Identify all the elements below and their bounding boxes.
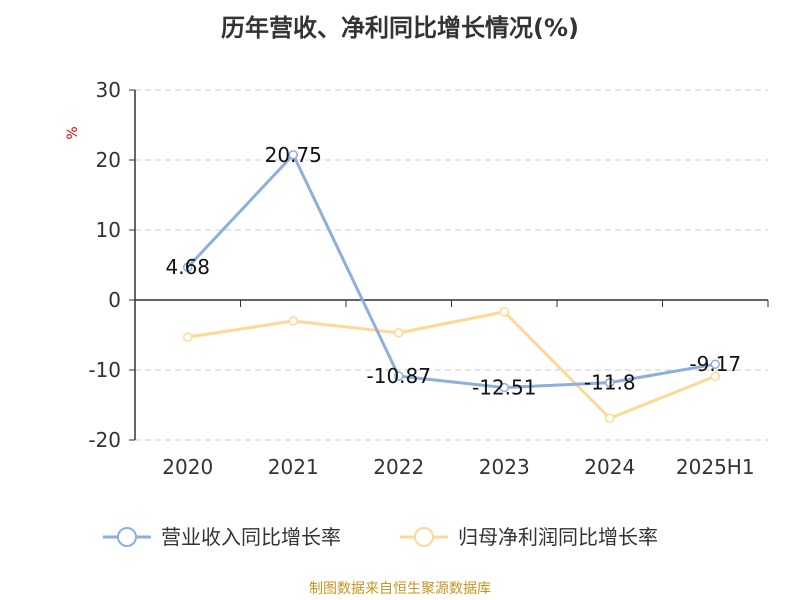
data-point bbox=[183, 332, 193, 342]
data-point bbox=[710, 359, 720, 369]
x-tick-label: 2022 bbox=[373, 455, 424, 479]
x-tick-label: 2024 bbox=[584, 455, 635, 479]
data-label: -10.87 bbox=[367, 364, 431, 388]
x-tick-label: 2021 bbox=[268, 455, 319, 479]
y-axis-label: % bbox=[65, 126, 81, 139]
y-tick-label: 20 bbox=[96, 148, 121, 172]
source-note: 制图数据来自恒生聚源数据库 bbox=[309, 581, 491, 597]
data-point bbox=[499, 307, 509, 317]
data-label: 4.68 bbox=[165, 255, 210, 279]
data-point bbox=[394, 328, 404, 338]
series-line bbox=[186, 152, 716, 390]
data-point bbox=[288, 150, 298, 160]
x-tick-label: 2020 bbox=[162, 455, 213, 479]
data-point bbox=[394, 371, 404, 381]
series-line bbox=[187, 310, 716, 421]
x-tick-label: 2023 bbox=[479, 455, 530, 479]
legend-label: 营业收入同比增长率 bbox=[161, 525, 341, 549]
legend-marker bbox=[414, 527, 434, 547]
data-label: 20.75 bbox=[265, 143, 322, 167]
legend-marker bbox=[117, 527, 137, 547]
y-tick-label: -10 bbox=[88, 358, 121, 382]
x-tick-label: 2025H1 bbox=[676, 455, 755, 479]
data-point bbox=[183, 262, 193, 272]
chart-title: 历年营收、净利同比增长情况(%) bbox=[221, 14, 579, 42]
y-tick-label: 30 bbox=[96, 78, 121, 102]
data-point bbox=[499, 382, 509, 393]
data-point bbox=[605, 377, 615, 388]
data-point bbox=[288, 316, 298, 326]
y-tick-label: 0 bbox=[108, 288, 121, 312]
data-point bbox=[605, 413, 615, 424]
y-tick-label: 10 bbox=[96, 218, 121, 242]
y-tick-label: -20 bbox=[88, 428, 121, 452]
data-label: -11.8 bbox=[584, 371, 636, 395]
legend-label: 归母净利润同比增长率 bbox=[458, 525, 658, 549]
data-label: -12.51 bbox=[472, 376, 536, 400]
data-point bbox=[710, 371, 720, 382]
data-label: -9.17 bbox=[689, 352, 741, 376]
